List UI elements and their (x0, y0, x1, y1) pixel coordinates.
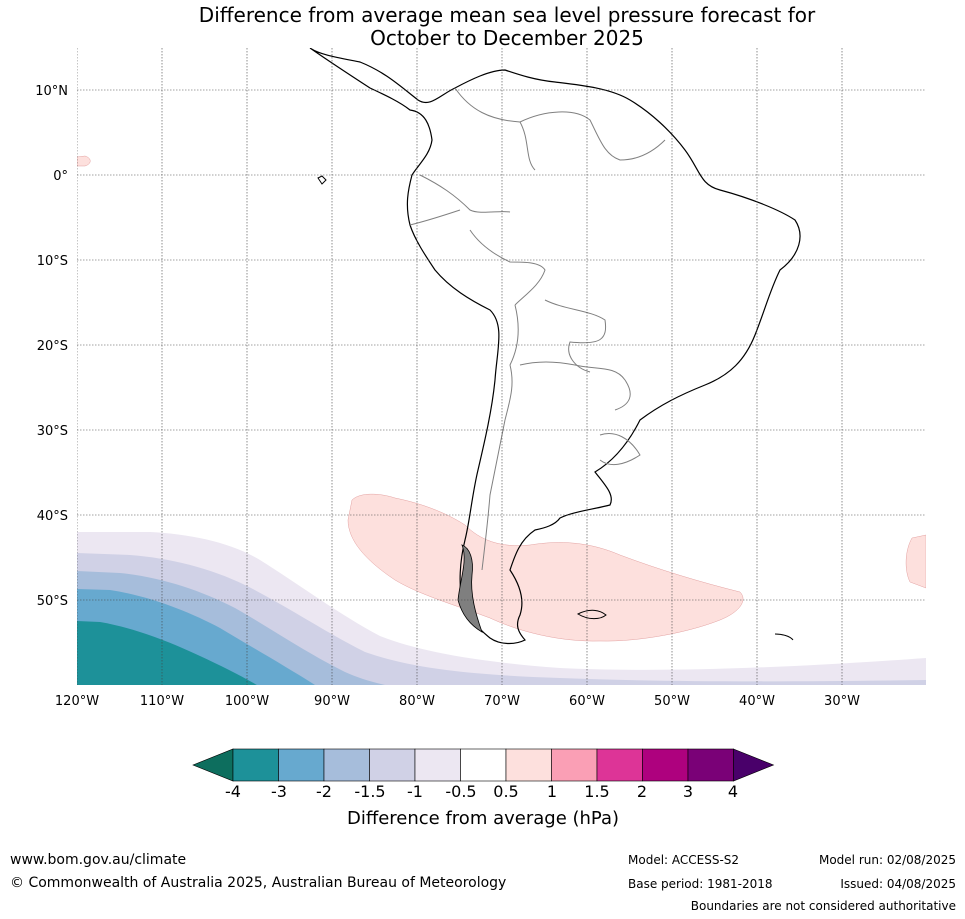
anomaly-patch-pos-east-edge (905, 534, 926, 589)
colorbar-extend-high (733, 748, 775, 782)
colorbar-segment (505, 748, 552, 782)
latitude-labels: 10°N 0° 10°S 20°S 30°S 40°S 50°S (35, 84, 68, 609)
colorbar-segment (687, 748, 734, 782)
lon-label-70w: 70°W (484, 694, 520, 709)
colorbar-title: Difference from average (hPa) (346, 808, 620, 829)
colorbar-segment (232, 748, 279, 782)
lat-label-30s: 30°S (37, 424, 68, 439)
lon-label-50w: 50°W (654, 694, 690, 709)
anomaly-patch-pos-south-atlantic (347, 493, 744, 642)
colorbar-segment (551, 748, 598, 782)
lon-label-60w: 60°W (569, 694, 605, 709)
lon-label-90w: 90°W (314, 694, 350, 709)
colorbar-segment (596, 748, 643, 782)
model-run-text: Model run: 02/08/2025 (818, 853, 956, 867)
south-america-coastline (309, 48, 801, 645)
issued-text: Issued: 04/08/2025 (840, 877, 956, 891)
colorbar-tick-label: -3 (271, 782, 287, 801)
anomaly-patch-pos-west-edge (77, 155, 91, 167)
title-line-2: October to December 2025 (370, 26, 644, 50)
lon-label-120w: 120°W (55, 694, 99, 709)
southern-chile-archipelago (457, 544, 483, 633)
south-georgia (774, 633, 794, 641)
model-text: Model: ACCESS-S2 (628, 853, 740, 867)
colorbar-tick-label: 4 (727, 782, 739, 801)
longitude-labels: 120°W 110°W 100°W 90°W 80°W 70°W 60°W 50… (55, 694, 860, 709)
graticule (77, 48, 926, 685)
colorbar-tick-label: 3 (682, 782, 694, 801)
falkland-islands (576, 609, 607, 620)
country-borders (409, 87, 666, 571)
lon-label-110w: 110°W (140, 694, 184, 709)
colorbar-tick-label: -4 (225, 782, 241, 801)
colorbar-tick-label: 1 (546, 782, 558, 801)
colorbar-tick-label: -1.5 (354, 782, 386, 801)
colorbar-tick-label: 0.5 (493, 782, 519, 801)
colorbar-extend-low (192, 748, 234, 782)
colorbar-segment (642, 748, 689, 782)
colorbar-tick-label: -1 (407, 782, 423, 801)
map-title: Difference from average mean sea level p… (0, 4, 965, 50)
disclaimer-text: Boundaries are not considered authoritat… (690, 899, 956, 913)
colorbar-segment (414, 748, 461, 782)
lon-label-100w: 100°W (225, 694, 269, 709)
lat-label-10s: 10°S (37, 254, 68, 269)
lat-label-50s: 50°S (37, 594, 68, 609)
galapagos-islands (317, 175, 327, 185)
lat-label-0: 0° (53, 169, 68, 184)
map-panel (77, 48, 926, 685)
lon-label-30w: 30°W (824, 694, 860, 709)
colorbar-tick-label: -0.5 (445, 782, 477, 801)
base-period-text: Base period: 1981-2018 (628, 877, 773, 891)
title-line-1: Difference from average mean sea level p… (198, 3, 816, 27)
lat-label-10n: 10°N (35, 84, 68, 99)
colorbar-tick-label: 1.5 (584, 782, 610, 801)
lat-label-20s: 20°S (37, 339, 68, 354)
copyright-text: © Commonwealth of Australia 2025, Austra… (10, 875, 507, 891)
colorbar-segment (369, 748, 416, 782)
colorbar-segment (278, 748, 325, 782)
colorbar-tick-label: 2 (636, 782, 648, 801)
colorbar-segment (323, 748, 370, 782)
colorbar-segment (460, 748, 507, 782)
anomaly-band-neg-3 (77, 621, 257, 685)
lon-label-40w: 40°W (739, 694, 775, 709)
colorbar (192, 748, 775, 782)
lat-label-40s: 40°S (37, 509, 68, 524)
colorbar-tick-label: -2 (316, 782, 332, 801)
lon-label-80w: 80°W (399, 694, 435, 709)
website-link[interactable]: www.bom.gov.au/climate (10, 852, 187, 868)
